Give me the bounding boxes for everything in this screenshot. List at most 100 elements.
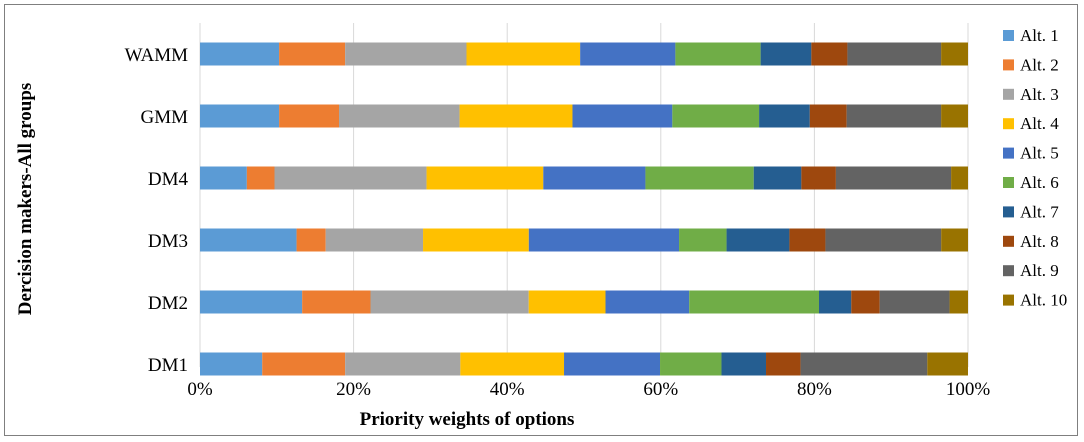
bar-segment — [672, 104, 760, 128]
bar-segment — [789, 228, 826, 252]
bar-segment — [274, 166, 427, 190]
y-axis-label: Dercision makers-All groups — [15, 83, 36, 316]
legend-label: Alt. 4 — [1020, 114, 1059, 133]
bar-segment — [325, 228, 424, 252]
x-tick-label: 0% — [187, 379, 213, 400]
bar-segment — [811, 42, 848, 66]
legend-swatch — [1003, 88, 1014, 100]
bar-segment — [760, 42, 812, 66]
x-tick-label: 40% — [490, 379, 525, 400]
bar-segment — [679, 228, 727, 252]
bar-segment — [200, 166, 247, 190]
x-tick-labels: 0% 20% 40% 60% 80% 100% — [187, 379, 990, 400]
legend-swatch — [1003, 118, 1014, 130]
bar-segment — [879, 290, 950, 314]
y-tick-label: DM3 — [148, 231, 188, 252]
bar-segment — [721, 352, 767, 376]
x-tick-label: 20% — [336, 379, 371, 400]
chart-frame: WAMM GMM DM4 DM3 DM2 DM1 0% 20% 40% 60% 80% 100% P… — [4, 4, 1078, 436]
legend: Alt. 1 Alt. 2 Alt. 3 Alt. 4 Alt. 5 Alt. 6 Alt.… — [1003, 26, 1067, 310]
x-tick-label: 80% — [797, 379, 832, 400]
bar-segment — [675, 42, 761, 66]
bar-segment — [949, 290, 968, 314]
bar-segment — [423, 228, 529, 252]
bar-segment — [543, 166, 646, 190]
bar-segment — [345, 42, 467, 66]
gridlines — [199, 23, 969, 367]
bars — [200, 42, 968, 376]
bar-segment — [279, 42, 346, 66]
bar-segment — [941, 42, 968, 66]
bar-segment — [246, 166, 275, 190]
bar-segment — [847, 42, 942, 66]
bar-segment — [825, 228, 942, 252]
bar-segment — [951, 166, 968, 190]
bar-segment — [302, 290, 371, 314]
bar-segment — [262, 352, 346, 376]
bar-segment — [759, 104, 810, 128]
bar-segment — [605, 290, 690, 314]
x-tick-label: 100% — [946, 379, 991, 400]
legend-swatch — [1003, 59, 1014, 71]
legend-label: Alt. 10 — [1020, 291, 1067, 310]
y-tick-label: GMM — [140, 107, 188, 128]
bar-segment — [809, 104, 847, 128]
legend-swatch — [1003, 265, 1014, 277]
bar-segment — [564, 352, 661, 376]
legend-swatch — [1003, 177, 1014, 188]
bar-segment — [370, 290, 529, 314]
bar-segment — [460, 352, 565, 376]
bar-segment — [459, 104, 573, 128]
bar-segment — [200, 104, 280, 128]
bar-segment — [200, 290, 303, 314]
legend-label: Alt. 9 — [1020, 261, 1059, 280]
bar-segment — [835, 166, 952, 190]
x-axis-label: Priority weights of options — [360, 409, 575, 430]
legend-label: Alt. 2 — [1020, 55, 1059, 74]
legend-label: Alt. 1 — [1020, 26, 1059, 45]
bar-segment — [572, 104, 673, 128]
legend-swatch — [1003, 147, 1014, 159]
bar-segment — [689, 290, 820, 314]
stacked-bar-chart: WAMM GMM DM4 DM3 DM2 DM1 0% 20% 40% 60% 80% 100% P… — [15, 23, 1067, 430]
y-tick-label: DM1 — [148, 355, 188, 376]
bar-segment — [846, 104, 942, 128]
bar-segment — [426, 166, 544, 190]
legend-swatch — [1003, 294, 1014, 306]
legend-label: Alt. 6 — [1020, 173, 1059, 192]
bar-segment — [296, 228, 326, 252]
bar-segment — [200, 228, 297, 252]
y-tick-labels: WAMM GMM DM4 DM3 DM2 DM1 — [125, 45, 189, 376]
legend-label: Alt. 8 — [1020, 232, 1059, 251]
bar-segment — [660, 352, 722, 376]
bar-segment — [528, 290, 606, 314]
bar-segment — [200, 42, 280, 66]
y-tick-label: DM4 — [148, 169, 189, 190]
bar-segment — [200, 352, 263, 376]
legend-swatch — [1003, 235, 1014, 247]
legend-label: Alt. 3 — [1020, 85, 1059, 104]
legend-swatch — [1003, 206, 1014, 218]
bar-segment — [339, 104, 460, 128]
legend-label: Alt. 5 — [1020, 144, 1059, 163]
legend-label: Alt. 7 — [1020, 202, 1059, 221]
bar-segment — [851, 290, 880, 314]
bar-segment — [753, 166, 802, 190]
bar-segment — [800, 352, 928, 376]
bar-segment — [819, 290, 852, 314]
legend-swatch — [1003, 30, 1014, 41]
bar-segment — [941, 228, 968, 252]
bar-segment — [766, 352, 801, 376]
bar-segment — [279, 104, 340, 128]
bar-segment — [466, 42, 581, 66]
bar-segment — [528, 228, 680, 252]
bar-segment — [726, 228, 790, 252]
bar-segment — [345, 352, 461, 376]
bar-segment — [941, 104, 968, 128]
bar-segment — [580, 42, 676, 66]
x-tick-label: 60% — [643, 379, 678, 400]
bar-segment — [801, 166, 836, 190]
bar-segment — [927, 352, 968, 376]
y-tick-label: WAMM — [125, 45, 188, 66]
y-tick-label: DM2 — [148, 293, 188, 314]
